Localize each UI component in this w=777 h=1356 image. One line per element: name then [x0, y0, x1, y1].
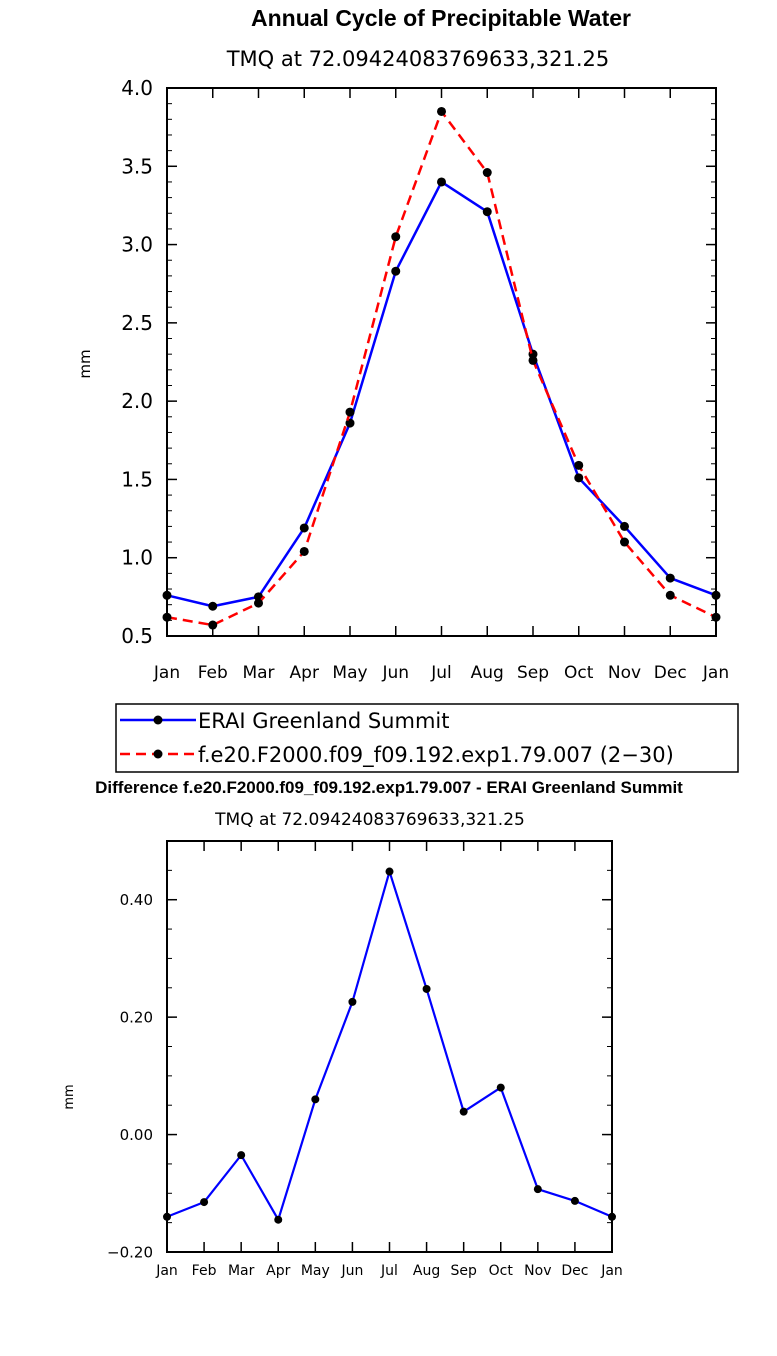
x-tick-label: Feb: [198, 663, 228, 683]
chart1-plot-frame: [166, 87, 717, 637]
x-tick-label: Jan: [155, 1263, 178, 1279]
x-tick-label: Sep: [517, 663, 549, 683]
series-0-point: [459, 1107, 468, 1116]
y-tick-label: 3.0: [121, 233, 153, 257]
x-tick-label: Nov: [524, 1263, 551, 1279]
series-0-point: [608, 1212, 616, 1221]
y-tick-label: 2.5: [121, 311, 153, 335]
x-tick-label: Sep: [450, 1263, 477, 1279]
x-tick-label: Dec: [561, 1263, 588, 1279]
legend-marker-model: [153, 749, 163, 759]
x-tick-label: Jan: [153, 663, 180, 683]
series-1-point: [345, 407, 355, 417]
series-1-point: [528, 355, 538, 365]
chart1-legend: ERAI Greenland Summit f.e20.F2000.f09_f0…: [115, 703, 739, 773]
series-0-point: [274, 1215, 283, 1224]
y-tick-label: 0.20: [120, 1008, 153, 1026]
y-tick-label: 0.00: [120, 1126, 153, 1144]
y-tick-label: 0.5: [121, 624, 153, 648]
legend-box: [115, 703, 739, 773]
series-0-point: [482, 207, 492, 217]
x-tick-label: Mar: [242, 663, 274, 683]
x-tick-label: Jul: [380, 1263, 398, 1279]
series-0-point: [711, 590, 721, 600]
chart2-plot-frame: [166, 840, 613, 1253]
series-0-point: [533, 1185, 542, 1194]
series-1-point: [711, 612, 721, 622]
x-tick-label: Apr: [266, 1263, 290, 1279]
legend-label-erai: ERAI Greenland Summit: [198, 709, 449, 733]
difference-chart: Difference f.e20.F2000.f09_f09.192.exp1.…: [62, 778, 683, 1279]
series-1-point: [162, 612, 172, 622]
chart2-subtitle: TMQ at 72.09424083769633,321.25: [214, 810, 525, 830]
x-tick-label: Oct: [564, 663, 594, 683]
series-0-point: [348, 997, 357, 1006]
series-line-0: [166, 180, 717, 608]
series-0-point: [570, 1196, 579, 1205]
y-tick-label: 0.40: [120, 891, 153, 909]
x-tick-label: Mar: [228, 1263, 255, 1279]
annual-cycle-chart: Annual Cycle of Precipitable Water TMQ a…: [76, 5, 729, 683]
y-tick-label: 3.5: [121, 154, 153, 178]
series-0-point: [299, 523, 309, 533]
legend-marker-erai: [153, 715, 163, 725]
y-tick-label: 1.0: [121, 546, 153, 570]
series-1-point: [391, 232, 401, 242]
series-line-1: [166, 110, 717, 627]
series-0-point: [163, 1212, 171, 1221]
series-0-point: [620, 521, 629, 531]
chart1-title: Annual Cycle of Precipitable Water: [251, 5, 631, 31]
series-0-point: [574, 473, 584, 483]
series-line-0: [166, 870, 613, 1221]
x-tick-label: Jan: [702, 663, 729, 683]
x-tick-label: Oct: [489, 1263, 514, 1279]
x-tick-label: Dec: [654, 663, 687, 683]
chart2-title: Difference f.e20.F2000.f09_f09.192.exp1.…: [95, 778, 683, 797]
series-0-point: [385, 867, 394, 876]
series-0-point: [345, 418, 355, 428]
x-tick-label: Feb: [192, 1263, 217, 1279]
y-tick-label: 1.5: [121, 467, 153, 491]
chart2-y-axis-label: mm: [62, 1084, 77, 1109]
chart1-subtitle: TMQ at 72.09424083769633,321.25: [226, 47, 610, 71]
x-tick-label: Jul: [430, 663, 452, 683]
x-tick-label: Nov: [608, 663, 641, 683]
series-1-point: [482, 168, 492, 178]
series-1-point: [620, 537, 629, 547]
series-0-point: [162, 590, 172, 600]
chart1-y-axis-label: mm: [76, 349, 94, 378]
series-0-point: [311, 1095, 320, 1104]
x-tick-label: Aug: [413, 1263, 440, 1279]
x-tick-label: Jan: [600, 1263, 623, 1279]
series-0-point: [496, 1083, 505, 1092]
series-0-point: [437, 177, 446, 187]
series-0-point: [208, 601, 218, 611]
y-tick-label: 4.0: [121, 76, 153, 100]
series-1-point: [665, 590, 675, 600]
series-0-point: [200, 1198, 209, 1207]
legend-label-model: f.e20.F2000.f09_f09.192.exp1.79.007 (2−3…: [198, 743, 674, 768]
series-1-point: [254, 598, 263, 608]
series-0-point: [237, 1151, 246, 1160]
y-tick-label: −0.20: [107, 1243, 153, 1261]
x-tick-label: Aug: [471, 663, 504, 683]
x-tick-label: Jun: [381, 663, 409, 683]
series-1-point: [574, 460, 584, 470]
x-tick-label: May: [332, 663, 367, 683]
series-1-point: [437, 106, 446, 116]
series-0-point: [391, 266, 401, 276]
x-tick-label: May: [301, 1263, 330, 1279]
x-tick-label: Apr: [290, 663, 319, 683]
x-tick-label: Jun: [340, 1263, 363, 1279]
series-0-point: [422, 984, 431, 993]
series-1-point: [208, 620, 218, 630]
series-1-point: [299, 546, 309, 556]
series-0-point: [665, 573, 675, 583]
y-tick-label: 2.0: [121, 389, 153, 413]
